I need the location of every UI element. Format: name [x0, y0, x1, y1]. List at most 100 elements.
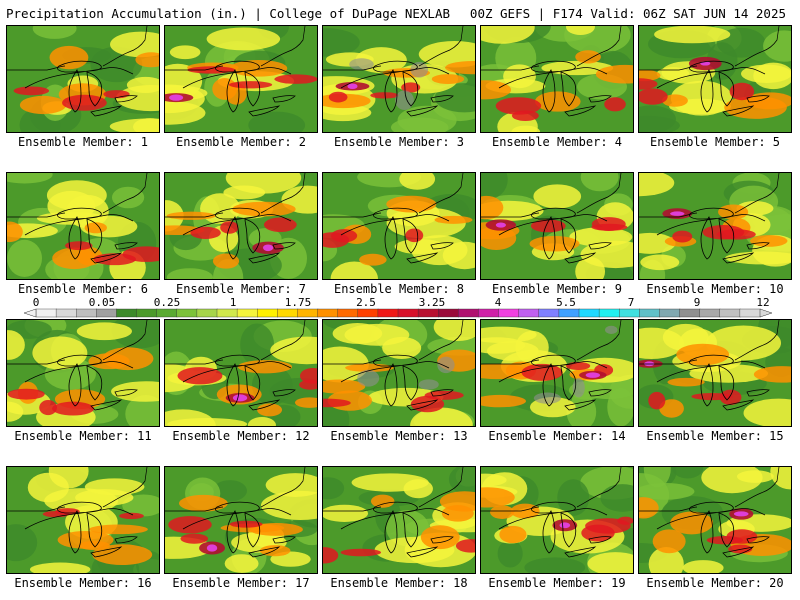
precip-area: [168, 516, 212, 534]
precip-area: [499, 525, 527, 544]
color-scale-swatch: [578, 308, 600, 318]
precip-area: [19, 95, 67, 115]
border-outline: [481, 467, 622, 512]
precip-area: [169, 45, 201, 60]
precip-map: [165, 26, 317, 132]
ensemble-member-label: Ensemble Member: 8: [333, 282, 465, 296]
ensemble-member-map: [480, 25, 634, 133]
precip-area: [89, 524, 148, 535]
color-scale-swatch: [35, 308, 57, 318]
precip-area: [433, 320, 475, 342]
precip-area: [533, 392, 561, 404]
precip-area: [225, 82, 247, 105]
great-lakes-outline: [656, 207, 770, 264]
ensemble-member-label: Ensemble Member: 9: [491, 282, 623, 296]
precip-area: [418, 41, 475, 68]
precip-area: [190, 226, 221, 239]
precip-area: [639, 232, 676, 254]
precip-area: [659, 399, 684, 418]
color-scale-label: 4: [494, 296, 502, 309]
precip-area: [530, 219, 566, 233]
precip-area: [689, 364, 769, 383]
precip-area: [52, 401, 95, 416]
precip-area: [232, 201, 296, 217]
precip-area: [240, 323, 275, 366]
color-scale-swatch: [377, 308, 399, 318]
precip-area: [206, 27, 281, 51]
great-lakes-outline: [24, 354, 138, 411]
color-scale-bar: [24, 308, 772, 318]
ensemble-member-map: [638, 172, 792, 280]
precip-area: [763, 30, 791, 62]
border-outline: [7, 467, 148, 512]
precip-area: [481, 80, 511, 100]
ensemble-member-map: [164, 466, 318, 574]
precip-area: [639, 69, 661, 82]
precip-area: [323, 379, 366, 394]
precip-area: [323, 346, 369, 383]
precip-area: [743, 398, 791, 426]
precip-area: [237, 360, 293, 374]
precip-area: [359, 253, 387, 266]
color-scale-swatch: [739, 308, 761, 318]
precip-area: [733, 511, 749, 517]
great-lakes-outline: [24, 60, 138, 117]
precip-area: [249, 523, 303, 536]
border-outline: [165, 26, 306, 71]
precip-area: [770, 467, 791, 490]
ensemble-member-label: Ensemble Member: 2: [175, 135, 307, 149]
precip-area: [330, 229, 358, 243]
precip-area: [395, 90, 414, 111]
precip-area: [7, 221, 23, 243]
precip-area: [32, 336, 88, 370]
precip-area: [224, 554, 259, 573]
precip-area: [323, 28, 360, 57]
precip-area: [639, 497, 659, 519]
precip-area: [357, 369, 380, 387]
precip-area: [7, 173, 53, 184]
border-outline: [323, 320, 464, 365]
precip-area: [212, 253, 240, 269]
precip-area: [431, 74, 465, 85]
precip-area: [643, 467, 671, 488]
precip-area: [76, 322, 132, 341]
precip-area: [639, 483, 695, 500]
precip-area: [328, 91, 348, 103]
great-lakes-outline: [656, 60, 770, 117]
precip-area: [405, 228, 424, 243]
precip-area: [481, 394, 526, 408]
border-outline: [165, 467, 306, 512]
precip-area: [7, 330, 25, 360]
precip-area: [84, 478, 145, 496]
precip-area: [65, 241, 93, 251]
precip-area: [103, 90, 130, 99]
precip-area: [640, 254, 680, 271]
precip-area: [424, 390, 464, 400]
precip-area: [448, 467, 475, 496]
precip-area: [671, 467, 704, 479]
ensemble-member-map: [6, 466, 160, 574]
scale-right-arrow: [759, 308, 772, 318]
ensemble-member-label: Ensemble Member: 16: [14, 576, 152, 590]
precip-area: [7, 239, 43, 277]
precip-area: [481, 473, 507, 487]
color-scale-swatch: [699, 308, 721, 318]
precip-area: [166, 268, 213, 279]
precip-area: [585, 372, 601, 378]
precip-area: [257, 403, 283, 417]
precip-area: [750, 235, 788, 247]
precip-area: [418, 379, 439, 390]
color-scale-swatch: [558, 308, 580, 318]
precip-map: [7, 467, 159, 573]
precip-map: [165, 467, 317, 573]
ensemble-member-label: Ensemble Member: 15: [646, 429, 784, 443]
precip-area: [347, 83, 358, 90]
precip-area: [725, 251, 791, 265]
precip-area: [323, 398, 351, 408]
ensemble-member-label: Ensemble Member: 5: [649, 135, 781, 149]
color-scale-swatch: [116, 308, 138, 318]
precip-area: [29, 562, 91, 573]
precip-area: [676, 343, 730, 366]
color-scale-swatch: [216, 308, 238, 318]
great-lakes-outline: [182, 60, 296, 117]
